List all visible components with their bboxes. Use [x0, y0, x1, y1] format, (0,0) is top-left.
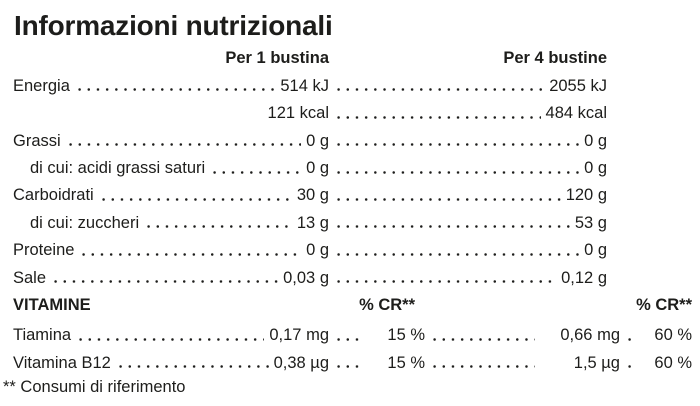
row-value-per4: 0,66 mg: [560, 326, 620, 345]
row-right-group: 0,12 g: [329, 269, 607, 287]
dot-leader: [334, 88, 545, 92]
row-right-group: 2055 kJ: [329, 77, 607, 95]
row-right-group: 0 g: [329, 241, 607, 259]
vitamins-header-left: VITAMINE % CR**: [13, 296, 415, 314]
table-row-proteine: Proteine 0 g 0 g: [13, 232, 607, 259]
row-label: Tiamina: [13, 326, 72, 345]
dot-leader: [334, 170, 580, 174]
row-left-group: 121 kcal: [13, 104, 329, 122]
dot-leader: [334, 365, 364, 369]
dot-leader: [334, 280, 557, 284]
row-label: Carboidrati: [13, 186, 94, 205]
row-cr-per1: 15 %: [387, 326, 425, 345]
dot-leader: [334, 115, 541, 119]
table-row-tiamina: Tiamina 0,17 mg 15 % 0,66 mg 60 %: [13, 318, 692, 345]
table-row-grassi: Grassi 0 g 0 g: [13, 123, 607, 150]
dot-leader: [76, 337, 265, 341]
dot-leader: [115, 365, 269, 369]
cr-header-per4: % CR**: [636, 295, 692, 314]
row-label: Energia: [13, 76, 70, 95]
row-right-group: 53 g: [329, 214, 607, 232]
row-cr-per1: 15 %: [387, 353, 425, 372]
row-label: Vitamina B12: [13, 353, 111, 372]
row-value-per1: 0 g: [306, 131, 329, 150]
dot-leader: [144, 225, 292, 229]
row-value-per1: 13 g: [296, 213, 329, 232]
row-left-group: Proteine 0 g: [13, 241, 329, 259]
dot-leader: [210, 170, 302, 174]
row-left-group: Carboidrati 30 g: [13, 186, 329, 204]
col-header-per-4-bustine: Per 4 bustine: [503, 49, 607, 67]
dot-leader: [79, 252, 302, 256]
row-right-group: 0 g: [329, 132, 607, 150]
dot-leader: [625, 365, 637, 369]
reference-intake-footnote: ** Consumi di riferimento: [3, 378, 186, 397]
row-label: Sale: [13, 268, 47, 287]
dot-leader: [65, 143, 302, 147]
dot-leader: [625, 337, 637, 341]
dot-leader: [334, 337, 364, 341]
row-value-per4: 2055 kJ: [549, 76, 607, 95]
row-value-per1: 514 kJ: [280, 76, 329, 95]
dot-leader: [74, 88, 276, 92]
row-value-per4: 0 g: [584, 131, 607, 150]
table-row-zuccheri: di cui: zuccheri 13 g 53 g: [13, 205, 607, 232]
row-right-group: 484 kcal: [329, 104, 607, 122]
vitamins-section-header: VITAMINE % CR** % CR**: [13, 287, 692, 315]
row-left-group: di cui: acidi grassi saturi 0 g: [13, 159, 329, 177]
row-left-group: Vitamina B12 0,38 µg: [13, 354, 329, 372]
row-right-group: 120 g: [329, 186, 607, 204]
row-left-group: Sale 0,03 g: [13, 269, 329, 287]
row-value-per1: 30 g: [296, 186, 329, 205]
row-left-group: Energia 514 kJ: [13, 77, 329, 95]
table-row-vitamina-b12: Vitamina B12 0,38 µg 15 % 1,5 µg 60 %: [13, 345, 692, 372]
dot-leader: [334, 197, 561, 201]
dot-leader: [334, 143, 580, 147]
row-sublabel: di cui: acidi grassi saturi: [30, 159, 206, 178]
row-value-per1: 0 g: [306, 159, 329, 178]
table-row-sale: Sale 0,03 g 0,12 g: [13, 260, 607, 287]
row-label: Proteine: [13, 241, 75, 260]
row-left-group: di cui: zuccheri 13 g: [13, 214, 329, 232]
row-value-per4: 484 kcal: [545, 104, 607, 123]
dot-leader: [98, 197, 292, 201]
table-row-carboidrati: Carboidrati 30 g 120 g: [13, 178, 607, 205]
row-value-per1: 121 kcal: [267, 104, 329, 123]
column-headers: Per 1 bustina Per 4 bustine: [13, 44, 607, 68]
row-left-group: Tiamina 0,17 mg: [13, 326, 329, 344]
row-cr-per4: 60 %: [654, 326, 692, 345]
row-right-group: 0 g: [329, 159, 607, 177]
row-value-per4: 0,12 g: [561, 268, 607, 287]
row-value-per4: 0 g: [584, 159, 607, 178]
row-value-per4: 0 g: [584, 241, 607, 260]
row-value-per1: 0,03 g: [283, 268, 329, 287]
dot-leader: [430, 365, 535, 369]
table-row-energia: Energia 514 kJ 2055 kJ: [13, 68, 607, 95]
dot-leader: [334, 225, 570, 229]
row-label: Grassi: [13, 131, 61, 150]
row-cr-per4: 60 %: [654, 353, 692, 372]
dot-leader: [430, 337, 535, 341]
dot-leader: [334, 252, 580, 256]
row-value-per1: 0,38 µg: [273, 353, 329, 372]
row-value-per4: 120 g: [565, 186, 607, 205]
page-title: Informazioni nutrizionali: [14, 10, 333, 41]
cr-header-per1: % CR**: [359, 296, 415, 315]
row-value-per4: 1,5 µg: [573, 353, 620, 372]
table-row-acidi-grassi-saturi: di cui: acidi grassi saturi 0 g 0 g: [13, 150, 607, 177]
dot-leader: [51, 280, 279, 284]
table-row-energia-kcal: 121 kcal 484 kcal: [13, 95, 607, 122]
row-left-group: Grassi 0 g: [13, 132, 329, 150]
row-value-per1: 0 g: [306, 241, 329, 260]
row-value-per4: 53 g: [574, 213, 607, 232]
col-header-per-1-bustina: Per 1 bustina: [225, 49, 329, 67]
row-value-per1: 0,17 mg: [269, 326, 329, 345]
vitamins-section-label: VITAMINE: [13, 296, 91, 315]
row-sublabel: di cui: zuccheri: [30, 213, 140, 232]
